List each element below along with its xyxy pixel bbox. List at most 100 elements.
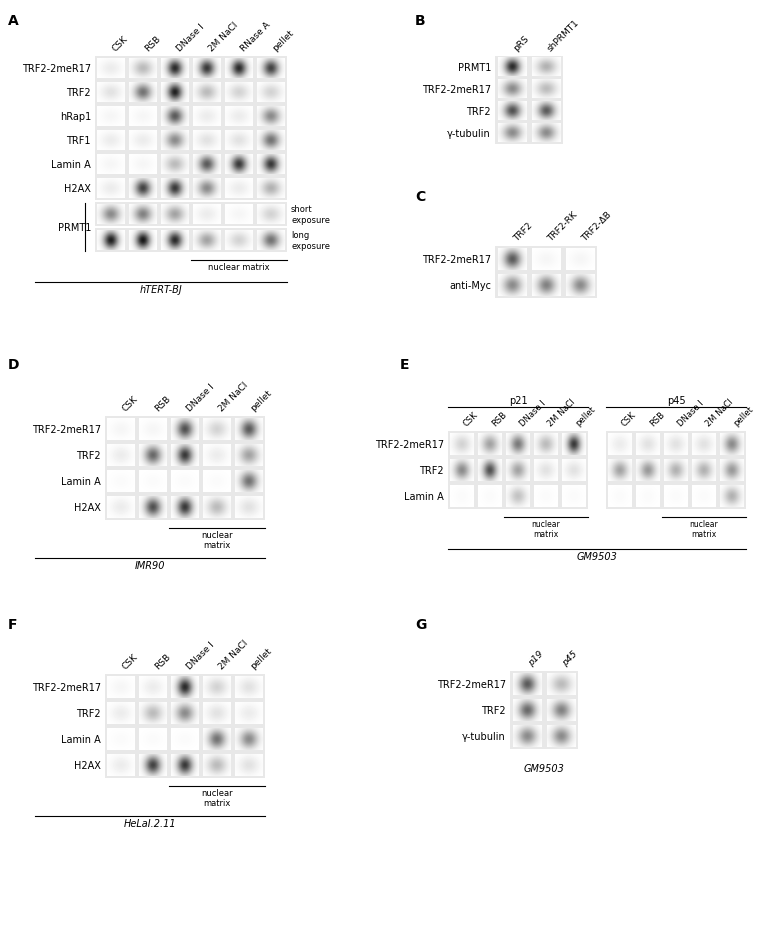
Text: DNase I: DNase I	[185, 639, 216, 670]
Bar	[95, 57, 287, 80]
Text: pellet: pellet	[249, 646, 274, 670]
Bar	[510, 724, 578, 749]
Text: 2M NaCl: 2M NaCl	[217, 637, 250, 670]
Text: F: F	[8, 618, 18, 631]
Text: TRF2: TRF2	[76, 709, 101, 718]
Text: long
exposure: long exposure	[291, 231, 330, 251]
Bar	[495, 272, 597, 299]
Text: TRF2-2meR17: TRF2-2meR17	[375, 440, 444, 449]
Text: 2M NaCl: 2M NaCl	[207, 21, 240, 53]
Text: TRF2: TRF2	[466, 107, 491, 117]
Text: nuclear
matrix: nuclear matrix	[201, 788, 233, 808]
Text: p45: p45	[561, 649, 580, 667]
Bar	[510, 697, 578, 724]
Text: CSK: CSK	[111, 34, 130, 53]
Text: TRF2-2meR17: TRF2-2meR17	[32, 682, 101, 693]
Bar	[105, 700, 265, 726]
Bar	[495, 79, 563, 101]
Bar	[95, 105, 287, 129]
Text: CSK: CSK	[121, 393, 140, 413]
Text: hTERT-BJ: hTERT-BJ	[140, 285, 183, 295]
Bar	[105, 443, 265, 469]
Text: short
exposure: short exposure	[291, 205, 330, 225]
Text: A: A	[8, 14, 19, 28]
Text: GM9503: GM9503	[524, 763, 564, 773]
Bar	[495, 101, 563, 123]
Text: RSB: RSB	[153, 393, 172, 413]
Bar	[105, 469, 265, 494]
Text: H2AX: H2AX	[74, 760, 101, 770]
Text: G: G	[415, 618, 426, 631]
Text: IMR90: IMR90	[135, 561, 165, 570]
Text: pellet: pellet	[249, 388, 274, 413]
Bar	[448, 431, 588, 458]
Text: γ-tubulin: γ-tubulin	[463, 731, 506, 741]
Bar	[95, 153, 287, 177]
Text: PRMT1: PRMT1	[458, 63, 491, 73]
Text: CSK: CSK	[121, 651, 140, 670]
Text: H2AX: H2AX	[74, 503, 101, 512]
Text: 2M NaCl: 2M NaCl	[704, 397, 735, 428]
Text: TRF2-RK: TRF2-RK	[546, 210, 579, 242]
Text: pRS: pRS	[512, 34, 531, 53]
Text: TRF2: TRF2	[419, 465, 444, 475]
Text: Lamin A: Lamin A	[404, 491, 444, 502]
Text: nuclear matrix: nuclear matrix	[208, 263, 270, 271]
Text: 2M NaCl: 2M NaCl	[546, 397, 577, 428]
Bar	[495, 123, 563, 145]
Text: E: E	[400, 358, 409, 372]
Text: pellet: pellet	[574, 404, 598, 428]
Text: TRF2: TRF2	[76, 450, 101, 461]
Text: TRF1: TRF1	[66, 136, 91, 146]
Text: p19: p19	[527, 649, 546, 667]
Bar	[105, 417, 265, 443]
Bar	[105, 494, 265, 520]
Text: CSK: CSK	[620, 409, 638, 428]
Bar	[95, 203, 287, 227]
Text: anti-Myc: anti-Myc	[449, 281, 491, 291]
Text: TRF2-2meR17: TRF2-2meR17	[422, 85, 491, 95]
Bar	[606, 458, 746, 484]
Bar	[95, 177, 287, 201]
Bar	[95, 228, 287, 253]
Bar	[495, 247, 597, 272]
Bar	[95, 80, 287, 105]
Text: γ-tubulin: γ-tubulin	[447, 129, 491, 139]
Text: RSB: RSB	[648, 409, 666, 428]
Bar	[606, 484, 746, 509]
Text: TRF2: TRF2	[66, 88, 91, 98]
Bar	[448, 484, 588, 509]
Bar	[105, 753, 265, 778]
Text: TRF2: TRF2	[512, 221, 534, 242]
Bar	[606, 431, 746, 458]
Text: DNase I: DNase I	[518, 398, 547, 428]
Text: TRF2-ΔB: TRF2-ΔB	[580, 210, 613, 242]
Text: H2AX: H2AX	[64, 183, 91, 194]
Text: C: C	[415, 190, 426, 204]
Text: p21: p21	[509, 396, 527, 405]
Text: TRF2-2meR17: TRF2-2meR17	[22, 64, 91, 74]
Text: PRMT1: PRMT1	[58, 223, 91, 233]
Text: DNase I: DNase I	[185, 382, 216, 413]
Text: TRF2-2meR17: TRF2-2meR17	[32, 425, 101, 434]
Text: HeLaI.2.11: HeLaI.2.11	[123, 818, 177, 828]
Text: hRap1: hRap1	[59, 112, 91, 122]
Text: RNase A: RNase A	[239, 20, 272, 53]
Text: pellet: pellet	[271, 28, 295, 53]
Text: CSK: CSK	[462, 409, 480, 428]
Bar	[105, 726, 265, 753]
Text: DNase I: DNase I	[175, 22, 206, 53]
Bar	[510, 671, 578, 697]
Text: RSB: RSB	[490, 409, 508, 428]
Text: p45: p45	[667, 396, 685, 405]
Text: RSB: RSB	[143, 34, 162, 53]
Text: Lamin A: Lamin A	[51, 160, 91, 169]
Text: nuclear
matrix: nuclear matrix	[201, 531, 233, 549]
Text: GM9503: GM9503	[577, 551, 618, 562]
Text: DNase I: DNase I	[676, 398, 705, 428]
Bar	[495, 57, 563, 79]
Text: TRF2: TRF2	[481, 705, 506, 715]
Text: nuclear
matrix: nuclear matrix	[689, 519, 719, 539]
Text: Lamin A: Lamin A	[61, 734, 101, 744]
Text: D: D	[8, 358, 19, 372]
